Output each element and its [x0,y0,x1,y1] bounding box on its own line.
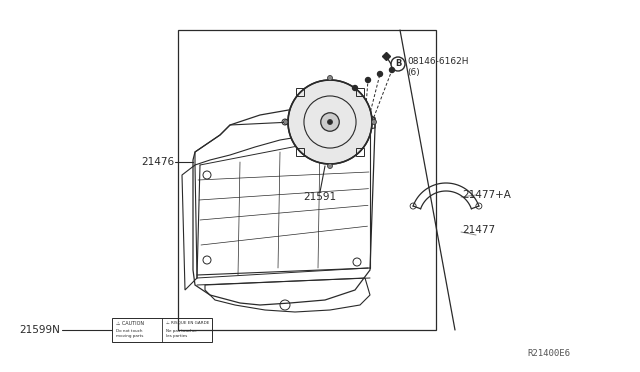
Text: 21477: 21477 [462,225,495,235]
Bar [296,148,304,156]
Circle shape [353,86,358,90]
Text: Do not touch
moving parts: Do not touch moving parts [116,329,143,338]
Circle shape [321,113,339,131]
Text: (6): (6) [407,67,420,77]
Text: B: B [395,60,401,68]
Bar [356,88,364,96]
Text: 21599N: 21599N [19,325,60,335]
Bar [178,30,436,330]
Bar [112,318,212,342]
Text: 21477+A: 21477+A [462,190,511,200]
Bar [356,148,364,156]
Circle shape [365,77,371,83]
Text: Ne pas toucher
les parties: Ne pas toucher les parties [166,329,197,338]
Bar [296,88,304,96]
Circle shape [284,119,289,125]
Circle shape [390,67,394,73]
Circle shape [328,119,333,125]
Text: ⚠ RISQUE EN GARDE: ⚠ RISQUE EN GARDE [166,321,209,325]
Text: 08146-6162H: 08146-6162H [407,58,468,67]
Circle shape [378,71,383,77]
Text: ⚠ CAUTION: ⚠ CAUTION [116,321,144,326]
Text: R21400E6: R21400E6 [527,349,570,358]
Circle shape [328,76,333,80]
Circle shape [288,80,372,164]
Text: 21476: 21476 [141,157,174,167]
Circle shape [328,164,333,169]
Text: 21591: 21591 [303,192,337,202]
Circle shape [371,119,376,125]
